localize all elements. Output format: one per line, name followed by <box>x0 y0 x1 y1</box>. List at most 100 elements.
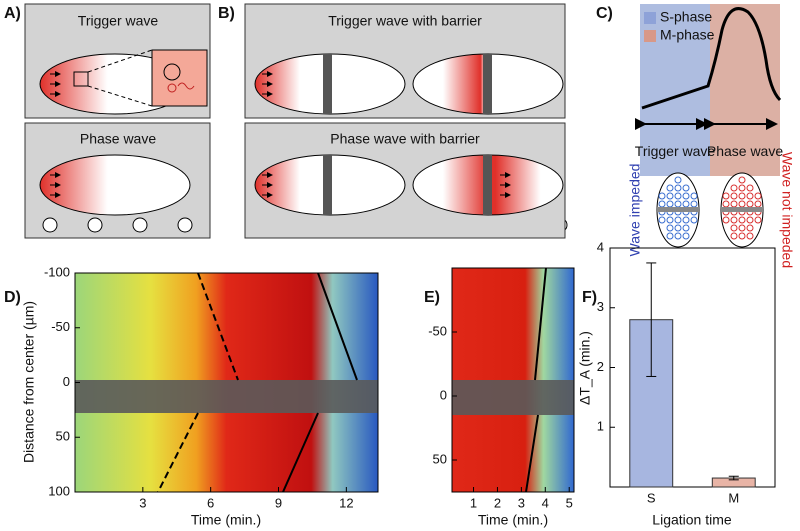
y-tick-label: 1 <box>597 419 604 434</box>
y-tick-label: 2 <box>597 359 604 374</box>
nucleus <box>674 176 682 184</box>
y-tick-label: -100 <box>44 264 70 279</box>
panel-label: D) <box>4 289 21 306</box>
x-axis-label: Time (min.) <box>478 512 548 528</box>
x-tick-label: 3 <box>139 495 146 510</box>
y-tick-label: 0 <box>440 387 447 402</box>
nucleus <box>730 192 738 200</box>
front-line <box>197 272 239 381</box>
arrows <box>50 172 61 198</box>
nucleus <box>738 184 746 192</box>
nucleus <box>738 176 746 184</box>
x-tick-label: 2 <box>494 495 501 510</box>
barrier <box>657 207 699 212</box>
curve <box>641 7 782 110</box>
x-tick-label: 1 <box>470 495 477 510</box>
y-tick-label: 3 <box>597 299 604 314</box>
error-bar <box>646 262 657 377</box>
arrows <box>50 71 61 97</box>
nucleus <box>690 216 698 224</box>
panel-label: E) <box>424 289 440 306</box>
nucleus <box>666 192 674 200</box>
panel-label: A) <box>4 5 21 22</box>
front-line <box>157 412 199 493</box>
arrows <box>262 71 273 97</box>
barrier <box>323 155 332 215</box>
nucleus <box>674 232 682 240</box>
nucleus <box>682 184 690 192</box>
nucleus <box>690 192 698 200</box>
x-tick-label: 3 <box>518 495 525 510</box>
nucleus <box>754 216 762 224</box>
x-tick-label: 4 <box>542 495 549 510</box>
nucleus <box>730 216 738 224</box>
x-tick-label: M <box>728 490 739 505</box>
title: Trigger wave <box>78 13 159 29</box>
x-axis-label: Time (min.) <box>191 512 261 528</box>
nucleus <box>666 216 674 224</box>
y-tick-label: 4 <box>597 239 604 254</box>
note: Wave not impeded <box>779 152 795 268</box>
nucleus <box>722 216 730 224</box>
note: Wave impeded <box>627 164 643 257</box>
nucleus <box>746 192 754 200</box>
nucleus <box>674 224 682 232</box>
nucleus <box>746 232 754 240</box>
barrier <box>721 207 763 212</box>
zoom-box <box>73 71 89 87</box>
title: Phase wave with barrier <box>330 131 480 147</box>
nucleus <box>722 192 730 200</box>
plot-frame <box>451 267 575 493</box>
nucleus <box>730 232 738 240</box>
x-tick-label: 12 <box>339 495 353 510</box>
legend-swatch <box>644 30 656 42</box>
legend-label: M-phase <box>660 27 715 43</box>
nucleus <box>666 224 674 232</box>
nucleus <box>730 184 738 192</box>
nucleus <box>674 192 682 200</box>
x-axis-label: Ligation time <box>652 512 732 528</box>
barrier <box>323 54 332 114</box>
y-tick-label: 50 <box>433 451 447 466</box>
embryo <box>39 154 191 216</box>
nucleus <box>666 184 674 192</box>
x-tick-label: 6 <box>207 495 214 510</box>
nucleus <box>658 192 666 200</box>
legend-swatch <box>644 12 656 24</box>
front-line <box>282 412 319 493</box>
front-line <box>534 267 547 381</box>
nucleus <box>658 216 666 224</box>
icon <box>177 82 195 90</box>
nucleus <box>730 224 738 232</box>
nucleus <box>754 192 762 200</box>
barrier <box>483 54 492 114</box>
icon <box>167 83 177 93</box>
y-tick-label: -50 <box>428 323 447 338</box>
phase-label: Phase wave <box>707 143 783 159</box>
x-tick-label: 9 <box>275 495 282 510</box>
title: Phase wave <box>80 131 156 147</box>
nucleus <box>738 232 746 240</box>
front-line <box>525 414 539 493</box>
y-tick-label: 50 <box>56 429 70 444</box>
x-tick-label: 5 <box>566 495 573 510</box>
nucleus <box>674 216 682 224</box>
icon <box>163 63 181 81</box>
arrows <box>262 172 511 198</box>
nucleus <box>738 192 746 200</box>
barrier <box>483 155 492 215</box>
y-tick-label: 100 <box>48 483 70 498</box>
zoom-line <box>87 49 153 73</box>
nucleus <box>674 184 682 192</box>
legend-label: S-phase <box>660 9 712 25</box>
nucleus <box>738 224 746 232</box>
panel-label: C) <box>596 5 613 22</box>
y-tick-label: 0 <box>63 374 70 389</box>
y-axis-label: ΔT_A (min.) <box>577 331 593 405</box>
y-axis-label: Distance from center (µm) <box>21 301 37 463</box>
nucleus <box>682 192 690 200</box>
nucleus <box>682 216 690 224</box>
front-line <box>317 272 358 381</box>
error-bar <box>728 475 739 481</box>
